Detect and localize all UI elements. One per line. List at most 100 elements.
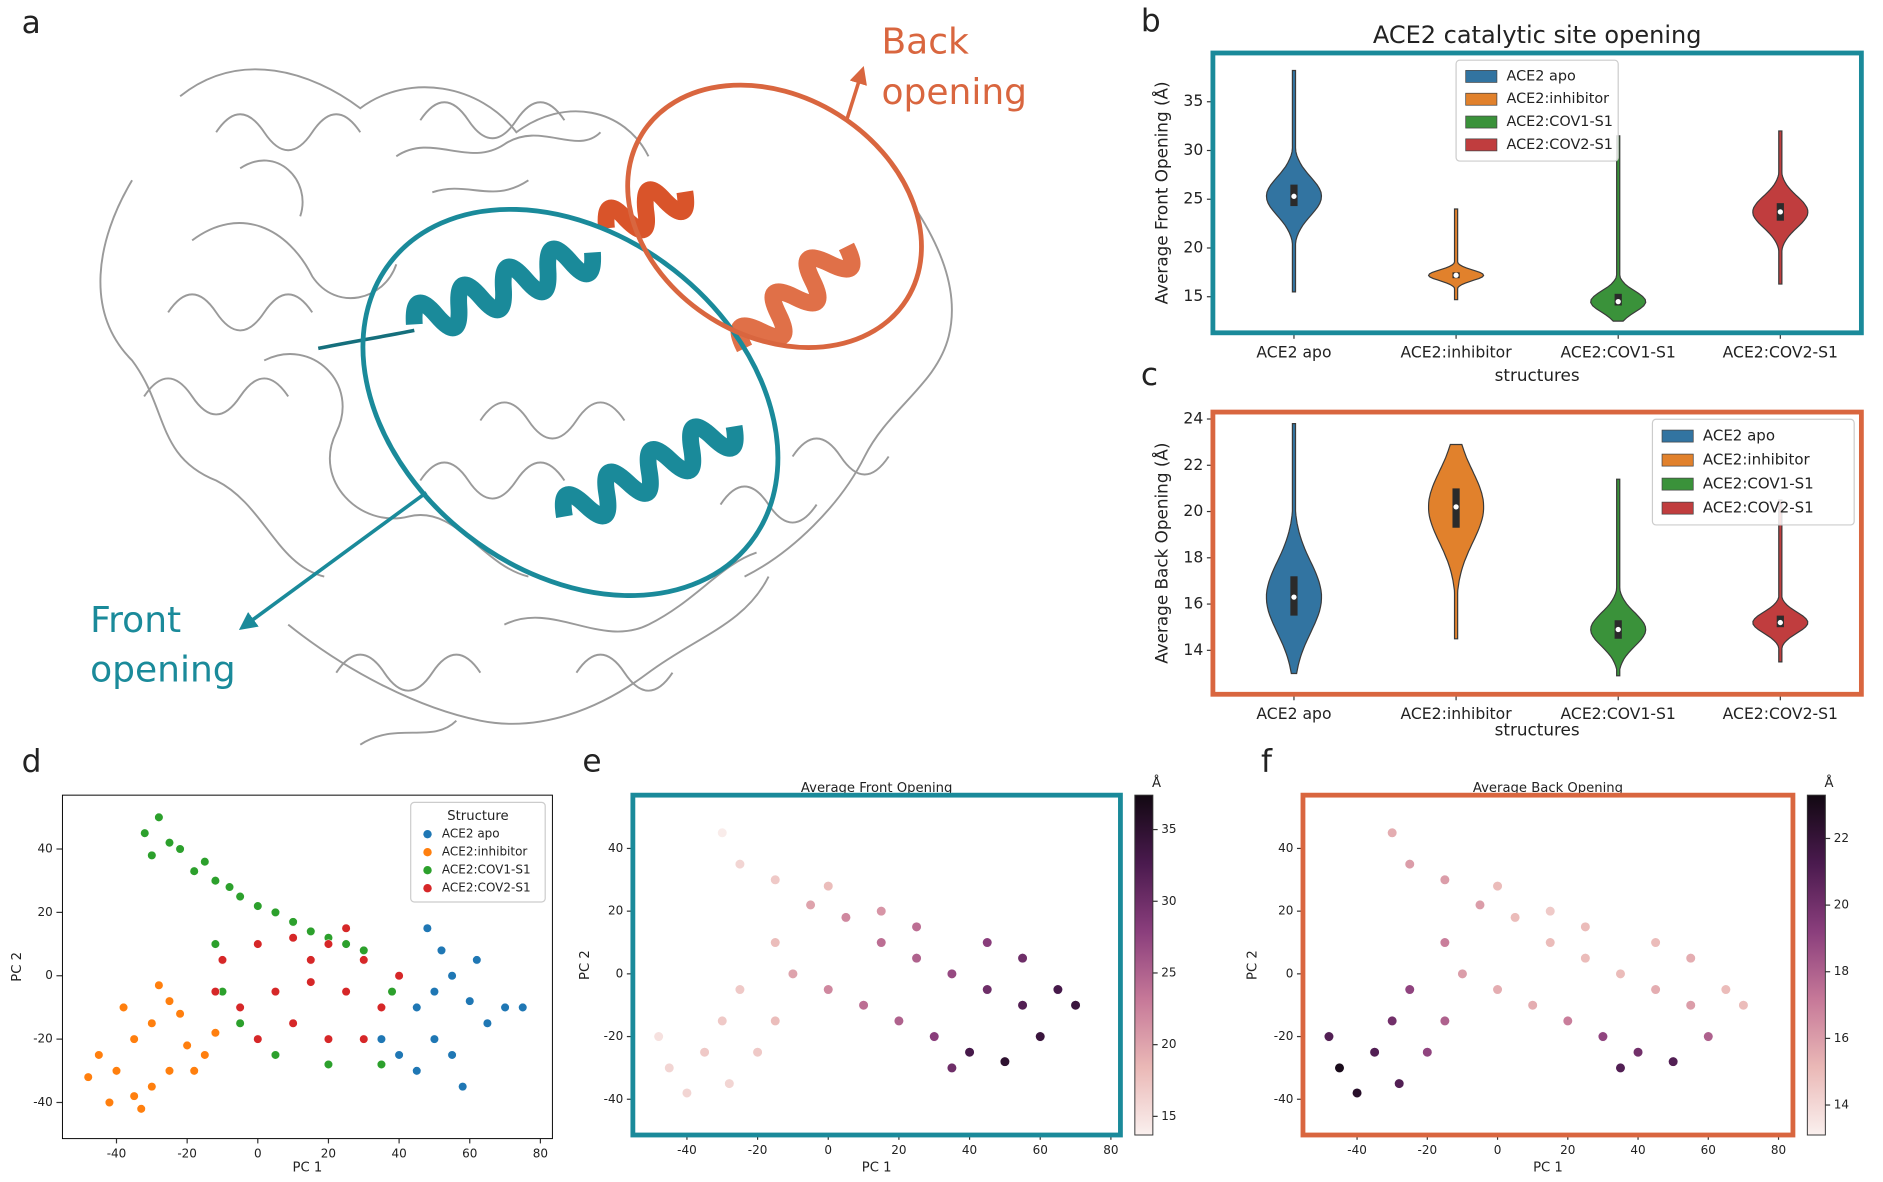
point	[200, 1050, 210, 1060]
point	[323, 1034, 334, 1044]
y-tick-label: -20	[33, 1032, 53, 1046]
y-tick-label: 20	[1278, 904, 1293, 918]
point	[429, 1034, 440, 1044]
y-axis-label: PC 2	[1246, 950, 1261, 980]
point	[94, 1050, 104, 1060]
point	[1387, 1015, 1398, 1026]
legend-swatch	[1661, 429, 1694, 443]
y-tick-label: 24	[1183, 410, 1203, 428]
point	[1632, 1047, 1644, 1058]
point	[1351, 1087, 1363, 1099]
point	[770, 874, 781, 885]
point	[235, 891, 245, 902]
legend-swatch	[423, 866, 432, 875]
front-arrow	[238, 491, 428, 630]
point	[83, 1072, 93, 1082]
point	[1017, 953, 1028, 964]
point	[129, 1091, 139, 1101]
y-tick-label: -40	[604, 1092, 624, 1106]
y-tick-label: -20	[604, 1029, 624, 1043]
point	[482, 1018, 493, 1028]
point	[472, 955, 482, 965]
colorbar	[1134, 794, 1154, 1136]
point	[376, 1002, 387, 1013]
point	[653, 1031, 664, 1042]
point	[210, 1028, 221, 1038]
back-arrow	[844, 66, 867, 121]
point	[1650, 937, 1661, 948]
legend-swatch	[1465, 92, 1498, 106]
x-tick-label: 80	[533, 1147, 548, 1161]
y-tick-label: 30	[1183, 141, 1203, 159]
point	[964, 1047, 975, 1058]
point	[412, 1002, 422, 1013]
point	[724, 1078, 735, 1089]
legend-title: Structure	[447, 809, 508, 824]
x-tick-label: 0	[254, 1147, 262, 1161]
y-tick-label: 14	[1183, 641, 1203, 659]
point	[823, 984, 834, 995]
colorbar-tick-label: 20	[1834, 898, 1849, 912]
x-tick-label: -40	[107, 1147, 127, 1161]
colorbar-tick-label: 25	[1161, 965, 1176, 979]
violin-median	[1615, 626, 1621, 633]
point	[770, 937, 781, 948]
axes-frame	[1210, 50, 1864, 336]
point	[235, 1002, 245, 1013]
y-tick-label: 16	[1183, 595, 1203, 613]
colorbar-tick-label: 18	[1834, 964, 1849, 978]
x-tick-label: 60	[462, 1147, 477, 1161]
point	[1668, 1056, 1679, 1067]
violin-median	[1291, 193, 1297, 199]
point	[946, 1062, 958, 1074]
x-tick-label: -40	[677, 1143, 697, 1157]
point	[129, 1034, 139, 1044]
legend-label: ACE2:COV2-S1	[1703, 499, 1814, 517]
point	[253, 901, 263, 911]
legend-label: ACE2:COV1-S1	[1703, 475, 1814, 493]
violin	[1265, 69, 1323, 293]
point	[840, 912, 852, 923]
x-axis-label: structures	[1495, 365, 1580, 385]
point	[770, 1015, 781, 1026]
point	[447, 1050, 457, 1060]
point	[164, 1066, 175, 1076]
x-tick-label: ACE2:COV2-S1	[1723, 705, 1838, 723]
legend-label: ACE2 apo	[442, 827, 500, 841]
point	[140, 828, 150, 838]
y-tick-label: 20	[1183, 238, 1203, 256]
legend-label: ACE2:COV1-S1	[442, 863, 531, 877]
point	[288, 917, 298, 927]
x-tick-label: -20	[1417, 1143, 1437, 1157]
point	[1492, 984, 1503, 995]
x-axis-label: PC 1	[1533, 1160, 1563, 1175]
legend-label: ACE2:COV2-S1	[442, 881, 531, 895]
point	[518, 1002, 528, 1013]
point	[104, 1097, 115, 1108]
point	[699, 1047, 710, 1058]
legend-label: ACE2:COV2-S1	[1507, 137, 1613, 153]
panel-label: a	[22, 5, 41, 41]
legend-swatch	[423, 847, 432, 857]
x-tick-label: 20	[891, 1143, 906, 1157]
point	[394, 1050, 404, 1060]
point	[306, 955, 316, 965]
y-axis-label: Average Front Opening (Å)	[1150, 81, 1171, 304]
axes-frame	[61, 794, 553, 1140]
legend-swatch	[1661, 501, 1694, 515]
panel-label: c	[1141, 357, 1158, 393]
x-tick-label: ACE2 apo	[1256, 705, 1331, 723]
point	[911, 953, 922, 964]
y-tick-label: 0	[45, 968, 53, 982]
point	[1580, 921, 1591, 932]
point	[210, 986, 221, 997]
point	[376, 1059, 387, 1070]
colorbar	[1806, 794, 1826, 1136]
violin	[1265, 422, 1323, 675]
x-tick-label: 20	[321, 1147, 336, 1161]
front-ellipse	[360, 206, 781, 598]
colorbar-label: Å	[1824, 774, 1833, 791]
point	[422, 923, 432, 933]
x-axis-label: PC 1	[293, 1160, 323, 1175]
point	[154, 980, 164, 990]
